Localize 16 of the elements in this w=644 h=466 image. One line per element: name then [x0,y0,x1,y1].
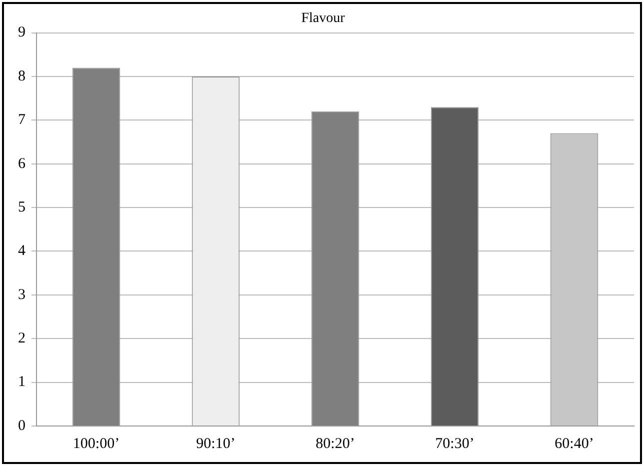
chart-title: Flavour [301,11,346,26]
y-tick-label: 7 [18,112,26,128]
y-tick-label: 0 [18,418,26,434]
y-tick-label: 4 [18,243,26,260]
y-tick-label: 6 [18,156,26,172]
y-tick-label: 9 [18,24,26,41]
y-tick-label: 5 [18,199,26,216]
x-tick-label: 90:10’ [196,436,236,452]
x-tick-label: 100:00’ [72,436,120,452]
y-tick-label: 8 [18,68,26,84]
x-tick-label: 60:40’ [554,436,594,452]
y-tick-label: 3 [18,286,26,303]
y-tick-label: 1 [18,374,26,390]
x-tick-label: 80:20’ [316,436,355,452]
x-tick-label: 70:30’ [435,436,474,452]
y-tick-label: 2 [18,330,26,347]
